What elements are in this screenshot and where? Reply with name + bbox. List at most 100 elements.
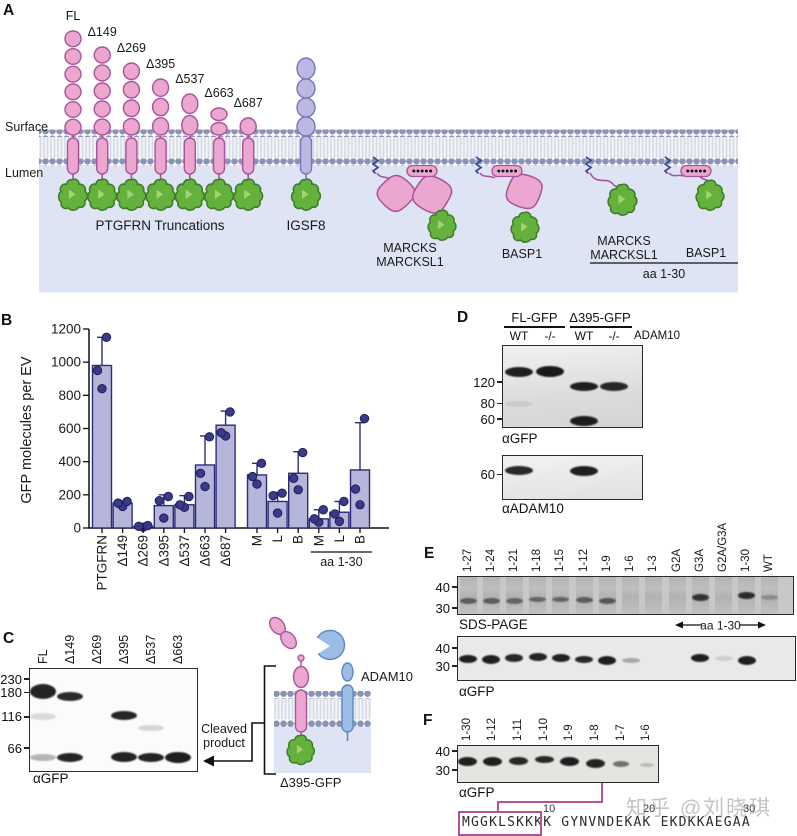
arrow-head	[203, 755, 214, 767]
gel-band	[111, 711, 137, 721]
lane-label: 1-18	[531, 548, 544, 572]
gel-band	[536, 366, 564, 378]
gel-band	[138, 752, 164, 762]
bar-group: Δ663	[194, 432, 216, 567]
y-tick-label: 800	[58, 388, 81, 403]
lipid-anchor-zigzag-icon	[371, 156, 380, 175]
basp1-full: BASP1	[474, 156, 543, 261]
anchored-label: MARCKS	[383, 241, 436, 255]
membrane-tails	[39, 136, 738, 158]
gel-band	[737, 656, 756, 666]
data-point	[277, 488, 287, 498]
lane-smear	[482, 577, 500, 614]
lane-label: 1-8	[589, 724, 601, 741]
effector-dot	[416, 169, 420, 173]
mw-marker-tick	[497, 402, 502, 405]
data-point	[289, 473, 299, 483]
lane-label: FL	[35, 649, 50, 664]
membrane-bead-row-top	[39, 129, 738, 137]
gel-band	[505, 366, 533, 377]
effector-dot	[703, 169, 707, 173]
group-underline	[570, 326, 632, 328]
lane-label: Δ395	[116, 634, 131, 664]
data-point	[122, 496, 132, 507]
mw-marker-tick	[452, 665, 457, 667]
group-header: Δ395-GFP	[569, 310, 631, 325]
effector-dot	[412, 169, 416, 173]
lipid-anchor-zigzag-icon	[663, 156, 672, 175]
gel-band	[761, 595, 779, 601]
gel-band	[482, 598, 500, 605]
annotation-text: Cleaved	[201, 722, 247, 736]
effector-dot	[514, 169, 518, 173]
ig-domain	[296, 97, 316, 118]
basp1-aa30: BASP1	[663, 156, 726, 260]
mw-marker-tick	[452, 769, 457, 771]
data-point	[97, 384, 107, 394]
effector-domain	[680, 164, 712, 178]
lane-smear	[529, 577, 547, 614]
gel-band	[691, 654, 710, 663]
gel-band	[714, 655, 733, 661]
gfp-highlight	[185, 189, 193, 199]
transmembrane-rod	[95, 137, 109, 175]
blot-caption: αGFP	[502, 431, 538, 446]
data-point	[154, 495, 165, 506]
ptgfrn-truncation: FL	[57, 9, 89, 211]
lane-label: G2A	[670, 548, 683, 572]
ig-domain	[64, 47, 82, 66]
lane-label: 1-7	[614, 724, 627, 741]
genotype-label: -/-	[544, 329, 556, 343]
data-point	[163, 491, 174, 502]
gel-band	[570, 415, 598, 426]
truncation-label: FL	[66, 9, 81, 23]
gel-band	[505, 466, 533, 476]
blot-caption: αGFP	[459, 684, 495, 699]
cleaved-fragment	[268, 616, 298, 650]
gel-band	[570, 382, 598, 392]
ptgfrn-truncation: Δ687	[233, 96, 264, 211]
gfp-highlight	[301, 189, 309, 199]
ig-domain	[151, 97, 170, 117]
ig-domain	[93, 46, 111, 64]
truncation-label: Δ663	[204, 86, 233, 100]
effector-dot	[686, 169, 690, 173]
x-tick-label: Δ395	[156, 535, 171, 567]
gel-band	[598, 655, 617, 665]
panel-c-label: C	[3, 630, 15, 647]
bar-group: Δ395	[153, 491, 175, 567]
x-tick-label: PTGFRN	[95, 535, 110, 591]
ig-domain	[181, 114, 199, 136]
group-underline	[504, 326, 565, 328]
mw-marker-tick	[497, 381, 502, 383]
arrow-head-left	[675, 621, 683, 629]
mw-marker-label: 30	[435, 600, 450, 616]
arrow-head-right	[758, 621, 766, 629]
lane-label: Δ269	[89, 634, 104, 664]
lane-label: 1-30	[740, 548, 753, 572]
lane-label: Δ537	[143, 634, 158, 664]
x-tick-label: B	[353, 535, 368, 544]
transmembrane-rod	[125, 137, 138, 175]
gel-band	[459, 655, 477, 664]
gel-band	[457, 757, 477, 767]
construct-bracket	[263, 665, 276, 775]
anchored-label: BASP1	[686, 246, 726, 260]
lumen-label: Lumen	[5, 166, 43, 180]
gel-band	[691, 594, 709, 602]
gfp-icon	[290, 178, 322, 211]
transmembrane-rod	[212, 137, 226, 175]
adam10-label: ADAM10	[361, 669, 413, 684]
lane-smear	[645, 577, 663, 614]
watermark: 知乎 @刘晓琪	[626, 797, 773, 820]
gel-band	[552, 597, 570, 603]
ig-domain	[296, 57, 316, 80]
gfp-icon	[233, 178, 264, 211]
effector-dot	[505, 169, 509, 173]
mw-marker-tick	[497, 418, 502, 420]
truncation-label: Δ149	[88, 25, 117, 39]
sds-page-gel	[457, 576, 794, 615]
truncation-label: Δ537	[175, 72, 204, 86]
mw-marker-label: 30	[435, 762, 450, 778]
